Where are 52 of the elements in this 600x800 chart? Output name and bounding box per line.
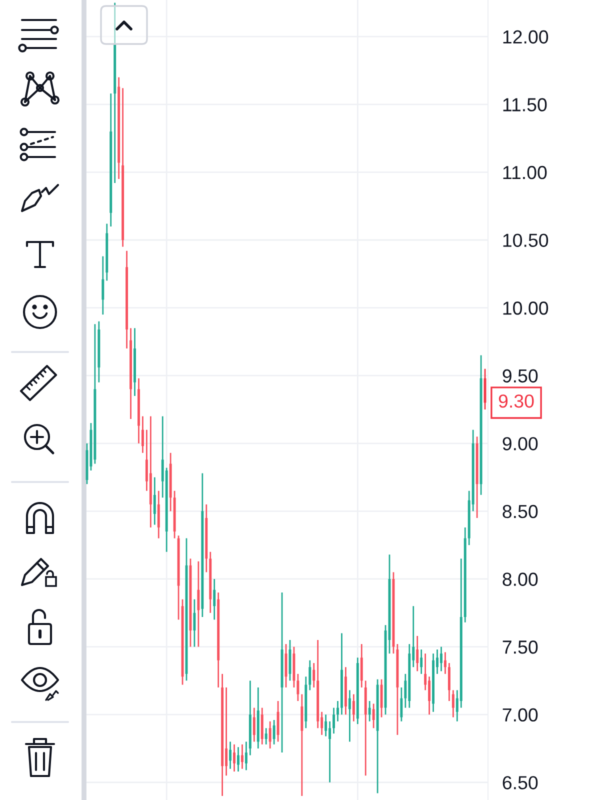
candlestick [452,689,454,718]
y-tick-label: 7.00 [502,708,538,722]
candlestick [102,256,104,316]
candlestick [276,700,280,742]
y-tick-label: 9.00 [502,437,538,450]
y-tick-label: 10.00 [503,302,548,315]
y-tick-label: 11.00 [503,166,547,180]
y-tick-label: 11.50 [503,98,547,112]
candlestick [153,476,156,526]
candlestick [372,703,375,729]
candlestick [213,578,216,620]
candlestick [141,416,144,454]
candlestick [244,741,248,771]
candlestick [237,746,240,772]
y-tick-label: 9.50 [502,369,538,383]
y-tick-label: 8.00 [502,572,538,586]
candlestick [400,686,403,722]
candlestick [157,490,160,539]
y-tick-label: 12.00 [503,30,548,44]
candlestick [336,700,339,722]
text: 9.30 [498,394,534,408]
candlestick [308,660,312,691]
candlestick [440,646,442,672]
candlestick [368,700,371,722]
candlestick [252,707,256,742]
candlestick [240,744,244,770]
y-tick-label: 7.50 [502,640,538,654]
candlestick [229,741,232,770]
candlestick [352,694,355,722]
candlestick [348,689,351,742]
candlestick [324,714,328,737]
candlestick [416,635,419,672]
candlestick [312,662,316,688]
candlestick [428,676,431,716]
candlestick [268,720,272,750]
candlestick [296,673,300,702]
candlestick [448,662,450,702]
candlestick [264,727,268,746]
candlestick [444,652,446,675]
y-tick-label: 8.50 [502,504,538,518]
candlestick [380,678,383,718]
candlestick [225,686,228,776]
candlestick [420,648,423,675]
candlestick [233,744,236,772]
y-tick-label: 10.50 [503,234,548,247]
candlestick [328,720,332,784]
candlestick [332,707,335,734]
candlestick [272,719,276,746]
candlestick [360,643,363,688]
y-tick-label: 6.50 [502,776,538,790]
candlestick [197,560,200,648]
candlestick [193,598,196,648]
